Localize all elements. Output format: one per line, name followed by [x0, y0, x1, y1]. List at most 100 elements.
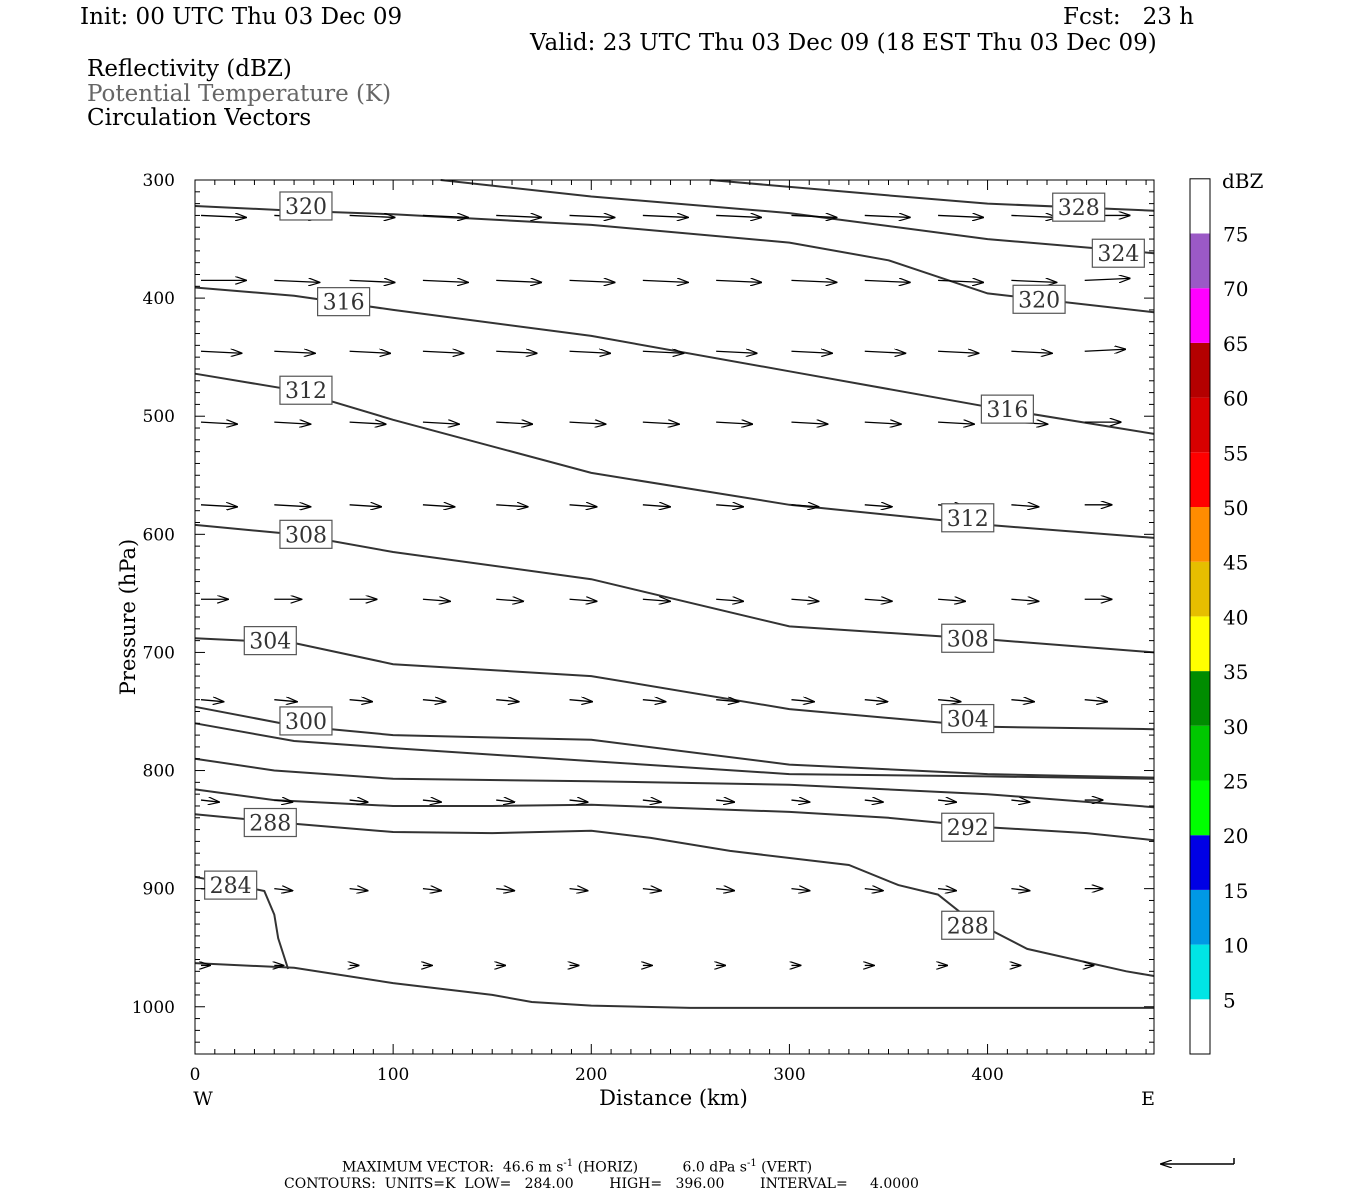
max-vector-prefix: MAXIMUM VECTOR: 46.6 m s: [342, 1159, 564, 1176]
theta-contour-296: [194, 757, 1155, 809]
circulation-vector: [642, 422, 679, 424]
colorbar-level-label: 75: [1223, 223, 1248, 247]
circulation-vector: [1011, 889, 1029, 891]
contour-label-box: [243, 626, 297, 656]
circulation-vector: [642, 215, 688, 217]
theta-contour-292: [194, 788, 1155, 842]
circulation-vector: [642, 351, 684, 353]
circulation-vector: [422, 280, 468, 282]
contour-label: 312: [285, 379, 327, 404]
field-reflectivity: Reflectivity (dBZ): [87, 56, 292, 82]
contour-label: 308: [285, 523, 327, 548]
contour-label: 304: [947, 708, 989, 733]
colorbar-swatch: [1190, 233, 1210, 289]
y-tick-label: 500: [143, 407, 175, 427]
circulation-vector: [1011, 280, 1056, 282]
circulation-vector: [569, 700, 593, 702]
y-tick-label: 800: [143, 762, 175, 782]
contour-label-box: [279, 191, 333, 221]
contour-label: 312: [947, 507, 989, 532]
circulation-vector: [496, 599, 523, 601]
colorbar-level-label: 15: [1223, 879, 1248, 903]
valid-time: Valid: 23 UTC Thu 03 Dec 09 (18 EST Thu …: [530, 30, 1157, 56]
colorbar-swatch: [1190, 725, 1210, 781]
field-potential-temperature: Potential Temperature (K): [87, 81, 392, 107]
circulation-vector: [642, 700, 666, 702]
circulation-vector: [938, 422, 974, 424]
circulation-vector: [1011, 599, 1038, 601]
circulation-vector: [938, 599, 965, 601]
colorbar: 5 10 15 20 25 30 35 40 45 50 55 60 65 70 75 dBZ: [1161, 169, 1264, 1164]
circulation-vector: [642, 889, 661, 891]
circulation-vector: [422, 351, 464, 353]
colorbar-level-label: 60: [1223, 387, 1248, 411]
max-vector-note: MAXIMUM VECTOR: 46.6 m s-1 (HORIZ) 6.0 d…: [342, 1158, 812, 1176]
circulation-vector: [864, 889, 883, 891]
theta-contour-304: [194, 637, 1155, 731]
colorbar-swatch: [1190, 780, 1210, 836]
colorbar-level-label: 45: [1223, 551, 1248, 575]
circulation-vector: [349, 889, 368, 891]
x-tick-label: 200: [575, 1065, 607, 1085]
contour-label-box: [243, 807, 297, 838]
theta-contour-324: [440, 179, 1155, 255]
colorbar-swatch: [1190, 671, 1210, 726]
circulation-vector: [349, 505, 382, 507]
circulation-vector: [791, 599, 818, 601]
circulation-vector: [349, 800, 368, 802]
circulation-vector: [791, 422, 827, 424]
colorbar-swatch: [1190, 835, 1210, 890]
contour-label-box: [1091, 238, 1145, 268]
circulation-vector: [496, 280, 541, 282]
circulation-vector: [938, 215, 983, 217]
contour-label-box: [317, 287, 371, 317]
circulation-vector: [1011, 800, 1029, 802]
circulation-vector: [274, 800, 292, 802]
circulation-vector: [200, 351, 242, 353]
circulation-vector: [864, 422, 901, 424]
circulation-vector: [791, 280, 836, 282]
contour-label: 308: [947, 627, 989, 652]
forecast-hour: Fcst: 23 h: [1063, 4, 1194, 30]
colorbar-level-label: 20: [1223, 824, 1248, 848]
theta-contour-288: [194, 813, 1155, 977]
max-vector-suffix: (VERT): [756, 1159, 813, 1176]
circulation-vector: [349, 351, 391, 353]
colorbar-level-label: 35: [1223, 660, 1248, 684]
circulation-vector: [349, 422, 386, 424]
circulation-vector: [938, 889, 956, 891]
circulation-vector: [642, 505, 670, 507]
colorbar-swatch: [1190, 178, 1210, 234]
contour-label-box: [1052, 192, 1106, 222]
colorbar-swatch: [1190, 616, 1210, 672]
circulation-vector: [422, 800, 441, 802]
contour-label-box: [279, 706, 333, 736]
colorbar-level-label: 10: [1223, 934, 1248, 958]
circulation-vector: [642, 280, 688, 282]
circulation-vector: [1084, 349, 1126, 351]
circulation-vector: [1084, 700, 1108, 702]
circulation-vector: [274, 351, 315, 353]
theta-contour-308: [194, 523, 1155, 654]
circulation-vector: [200, 215, 246, 217]
contour-label: 320: [285, 195, 327, 220]
circulation-vector: [716, 889, 734, 891]
circulation-vector: [864, 505, 892, 507]
contour-label-box: [980, 394, 1034, 424]
contour-label-box: [941, 910, 995, 940]
contour-label-box: [1012, 284, 1066, 314]
circulation-vector: [791, 700, 814, 702]
circulation-vector: [200, 800, 219, 802]
colorbar-frame: [1189, 178, 1211, 1055]
circulation-vector: [422, 505, 455, 507]
x-tick-label: 400: [971, 1065, 1003, 1085]
y-tick-label: 300: [143, 171, 175, 191]
colorbar-level-label: 30: [1223, 715, 1248, 739]
circulation-vector: [716, 800, 734, 802]
x-tick-label: 100: [377, 1065, 409, 1085]
circulation-vector: [716, 422, 752, 424]
circulation-vector: [422, 215, 468, 217]
y-tick-label: 400: [143, 289, 175, 309]
colorbar-swatch: [1190, 397, 1210, 453]
circulation-vector: [349, 280, 395, 282]
